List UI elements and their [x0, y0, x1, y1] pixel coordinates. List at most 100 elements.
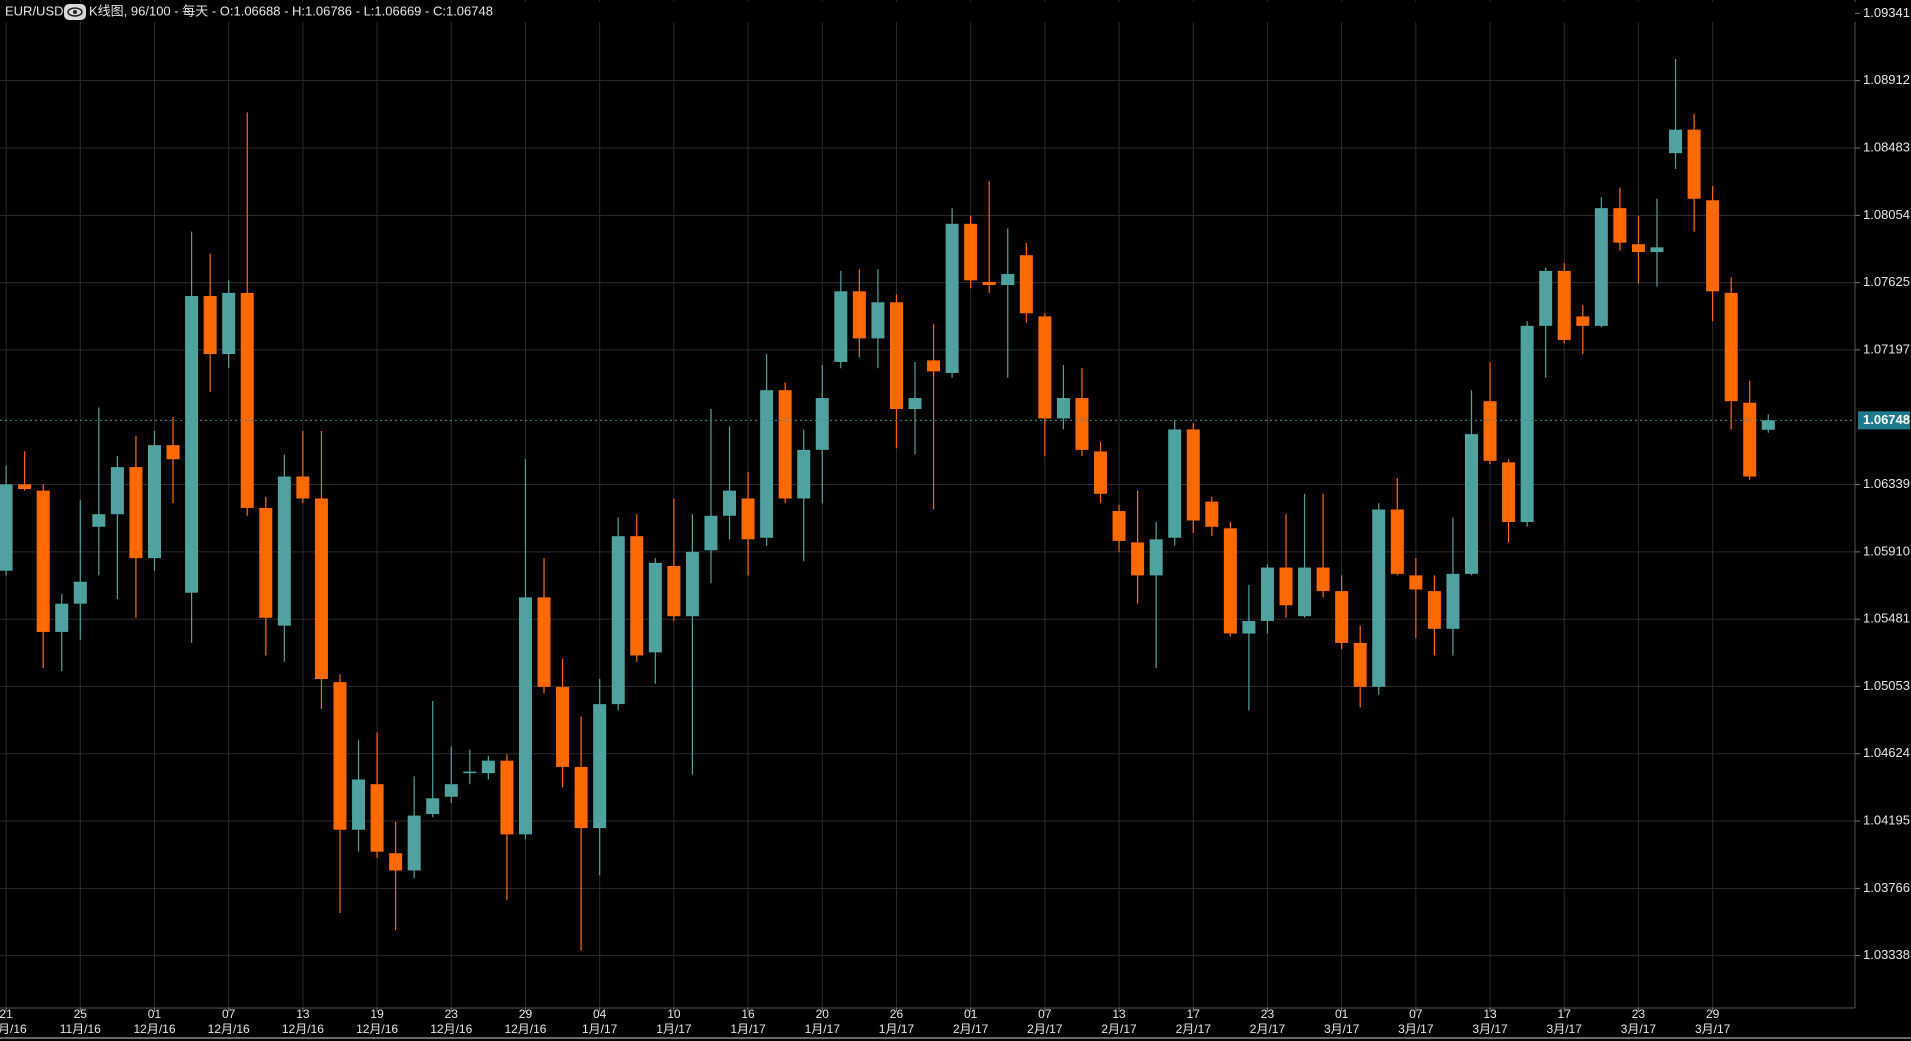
- candle-body: [18, 484, 32, 490]
- candle-body: [741, 498, 755, 540]
- x-tick-label-month: 3月/17: [1324, 1022, 1360, 1036]
- candle-body: [630, 536, 644, 656]
- candle-body: [166, 445, 180, 460]
- eye-icon: [67, 7, 83, 17]
- visibility-toggle[interactable]: [64, 4, 86, 20]
- candle-body: [1112, 511, 1126, 541]
- candle-body: [704, 515, 718, 551]
- last-price-label: 1.06748: [1863, 412, 1910, 427]
- x-tick-label: 04: [593, 1007, 607, 1021]
- candle-body: [778, 390, 792, 499]
- x-tick-label-month: 1月/17: [582, 1022, 618, 1036]
- candle-body: [889, 302, 903, 410]
- candle-body: [1056, 398, 1070, 419]
- x-tick-label: 23: [1261, 1007, 1275, 1021]
- candle-body: [1706, 200, 1720, 292]
- y-tick-label: 1.03338: [1863, 947, 1910, 962]
- x-tick-label: 13: [1483, 1007, 1497, 1021]
- x-tick-label-month: 2月/17: [1176, 1022, 1212, 1036]
- x-tick-label: 01: [148, 1007, 162, 1021]
- candle-body: [537, 597, 551, 687]
- candle-body: [1001, 274, 1015, 286]
- candle-body: [1298, 567, 1312, 617]
- x-tick-label: 10: [667, 1007, 681, 1021]
- candle-body: [1446, 573, 1460, 629]
- candle-body: [518, 597, 532, 835]
- candle-body: [1557, 270, 1571, 340]
- candle-body: [927, 360, 941, 372]
- eye-pupil: [73, 10, 77, 14]
- candles: [0, 59, 1775, 951]
- candle-body: [1669, 129, 1683, 154]
- candle-body: [1019, 255, 1033, 314]
- candle-body: [1038, 316, 1052, 419]
- x-tick-label: 25: [74, 1007, 88, 1021]
- candle-body: [36, 490, 50, 632]
- candle-body: [1390, 509, 1404, 574]
- candle-body: [352, 779, 366, 830]
- candle-body: [1149, 539, 1163, 576]
- x-tick-label-month: 3月/17: [1621, 1022, 1657, 1036]
- x-tick-label: 29: [1706, 1007, 1720, 1021]
- x-tick-label: 23: [445, 1007, 459, 1021]
- y-tick-label: 1.06339: [1863, 476, 1910, 491]
- candle-body: [593, 704, 607, 829]
- candle-body: [685, 551, 699, 617]
- x-tick-label-month: 12月/16: [504, 1022, 546, 1036]
- candle-body: [147, 445, 161, 559]
- candle-body: [314, 498, 328, 680]
- candle-body: [1502, 462, 1516, 523]
- x-tick-label: 20: [816, 1007, 830, 1021]
- candle-body: [1372, 509, 1386, 687]
- candle-body: [1743, 402, 1757, 477]
- candle-body: [1613, 208, 1627, 243]
- x-tick-label-month: 12月/16: [133, 1022, 175, 1036]
- candle-body: [760, 390, 774, 538]
- y-tick-label: 1.05910: [1863, 543, 1910, 558]
- candle-body: [1205, 501, 1219, 527]
- candle-body: [203, 296, 217, 355]
- candle-body: [1223, 528, 1237, 634]
- y-tick-label: 1.03766: [1863, 880, 1910, 895]
- candle-body: [185, 296, 199, 593]
- candle-body: [444, 784, 458, 797]
- candle-body: [1631, 244, 1645, 253]
- candle-body: [667, 565, 681, 617]
- candle-body: [611, 536, 625, 705]
- candle-body: [1279, 567, 1293, 606]
- candle-body: [1761, 420, 1775, 430]
- x-tick-label-month: 11月/16: [60, 1022, 101, 1036]
- candle-body: [834, 291, 848, 362]
- candle-body: [556, 686, 570, 767]
- x-tick-label-month: 12月/16: [208, 1022, 250, 1036]
- candle-body: [222, 292, 236, 355]
- candle-body: [1186, 429, 1200, 521]
- x-tick-label: 01: [964, 1007, 978, 1021]
- candle-body: [1094, 451, 1108, 494]
- x-tick-label: 21: [0, 1007, 13, 1021]
- x-tick-label-month: 2月/17: [1250, 1022, 1286, 1036]
- x-tick-label-month: 1月/17: [805, 1022, 841, 1036]
- x-tick-label-month: 12月/16: [282, 1022, 324, 1036]
- candle-body: [277, 476, 291, 626]
- candle-body: [1539, 270, 1553, 326]
- candle-body: [259, 507, 273, 618]
- candle-body: [389, 853, 403, 871]
- x-tick-label: 16: [741, 1007, 755, 1021]
- x-tick-label-month: 3月/17: [1547, 1022, 1583, 1036]
- candle-body: [500, 760, 514, 835]
- symbol: EUR/USD: [5, 3, 64, 18]
- candle-body: [55, 603, 69, 632]
- x-tick-label-month: 11月/16: [0, 1022, 27, 1036]
- x-tick-label-month: 1月/17: [656, 1022, 692, 1036]
- candle-body: [333, 682, 347, 830]
- y-tick-label: 1.05053: [1863, 678, 1910, 693]
- last-price-box: [1858, 411, 1910, 430]
- candle-body: [296, 476, 310, 499]
- candle-body: [1353, 642, 1367, 687]
- y-tick-label: 1.04624: [1863, 745, 1910, 760]
- x-tick-label: 26: [890, 1007, 904, 1021]
- candle-body: [0, 484, 13, 571]
- x-tick-label-month: 3月/17: [1398, 1022, 1434, 1036]
